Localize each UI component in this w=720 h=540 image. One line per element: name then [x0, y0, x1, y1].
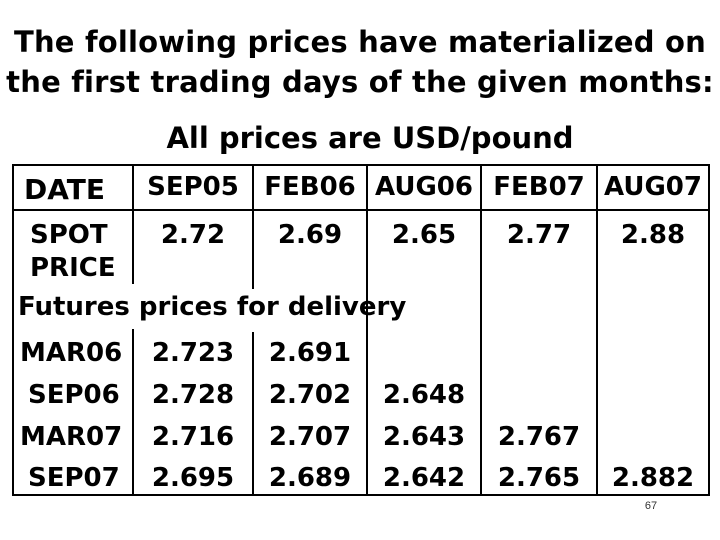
spot-value-2: 2.69	[277, 220, 343, 250]
date-col-3: AUG06	[375, 172, 473, 202]
futures-value: 2.691	[268, 338, 352, 368]
futures-value: 2.702	[268, 380, 352, 410]
table-border-bottom	[12, 494, 710, 496]
slide-subtitle: All prices are USD/pound	[166, 121, 574, 155]
futures-value: 2.648	[382, 380, 466, 410]
date-col-4: FEB07	[493, 172, 585, 202]
spot-value-1: 2.72	[160, 220, 226, 250]
col-divider-2-upper	[252, 164, 254, 289]
futures-row-label: SEP06	[28, 380, 120, 410]
col-divider-2-lower	[252, 332, 254, 496]
price-table: DATE SEP05 FEB06 AUG06 FEB07 AUG07 SPOT …	[12, 164, 710, 496]
futures-value: 2.716	[151, 422, 235, 452]
futures-value: 2.695	[151, 463, 235, 493]
date-header: DATE	[24, 173, 105, 206]
spot-value-3: 2.65	[391, 220, 457, 250]
col-divider-4	[480, 164, 482, 496]
title-line-2: the first trading days of the given mont…	[6, 65, 714, 99]
futures-value: 2.642	[382, 463, 466, 493]
futures-value: 2.765	[497, 463, 581, 493]
date-col-5: AUG07	[604, 172, 702, 202]
header-divider	[12, 209, 710, 211]
spot-label-line-1: SPOT	[30, 220, 108, 250]
date-col-1: SEP05	[147, 172, 239, 202]
futures-value: 2.643	[382, 422, 466, 452]
futures-row-label: MAR07	[20, 422, 123, 452]
futures-value: 2.723	[151, 338, 235, 368]
futures-label: Futures prices for delivery	[18, 292, 407, 322]
slide-number: 67	[644, 500, 658, 512]
col-divider-5	[596, 164, 598, 496]
futures-value: 2.689	[268, 463, 352, 493]
futures-row-label: SEP07	[28, 463, 120, 493]
col-divider-3	[366, 164, 368, 496]
spot-value-5: 2.88	[620, 220, 686, 250]
table-border-top	[12, 164, 710, 166]
col-divider-1-upper	[132, 164, 134, 284]
title-line-1: The following prices have materialized o…	[13, 25, 707, 59]
futures-row-label: MAR06	[20, 338, 123, 368]
futures-value: 2.767	[497, 422, 581, 452]
futures-value: 2.882	[611, 463, 695, 493]
slide-title: The following prices have materialized o…	[0, 22, 720, 102]
table-border-right	[708, 164, 710, 496]
spot-value-4: 2.77	[506, 220, 572, 250]
table-border-left	[12, 164, 14, 496]
col-divider-1-lower	[132, 329, 134, 496]
futures-value: 2.728	[151, 380, 235, 410]
futures-value: 2.707	[268, 422, 352, 452]
date-col-2: FEB06	[264, 172, 356, 202]
spot-label-line-2: PRICE	[30, 253, 116, 283]
